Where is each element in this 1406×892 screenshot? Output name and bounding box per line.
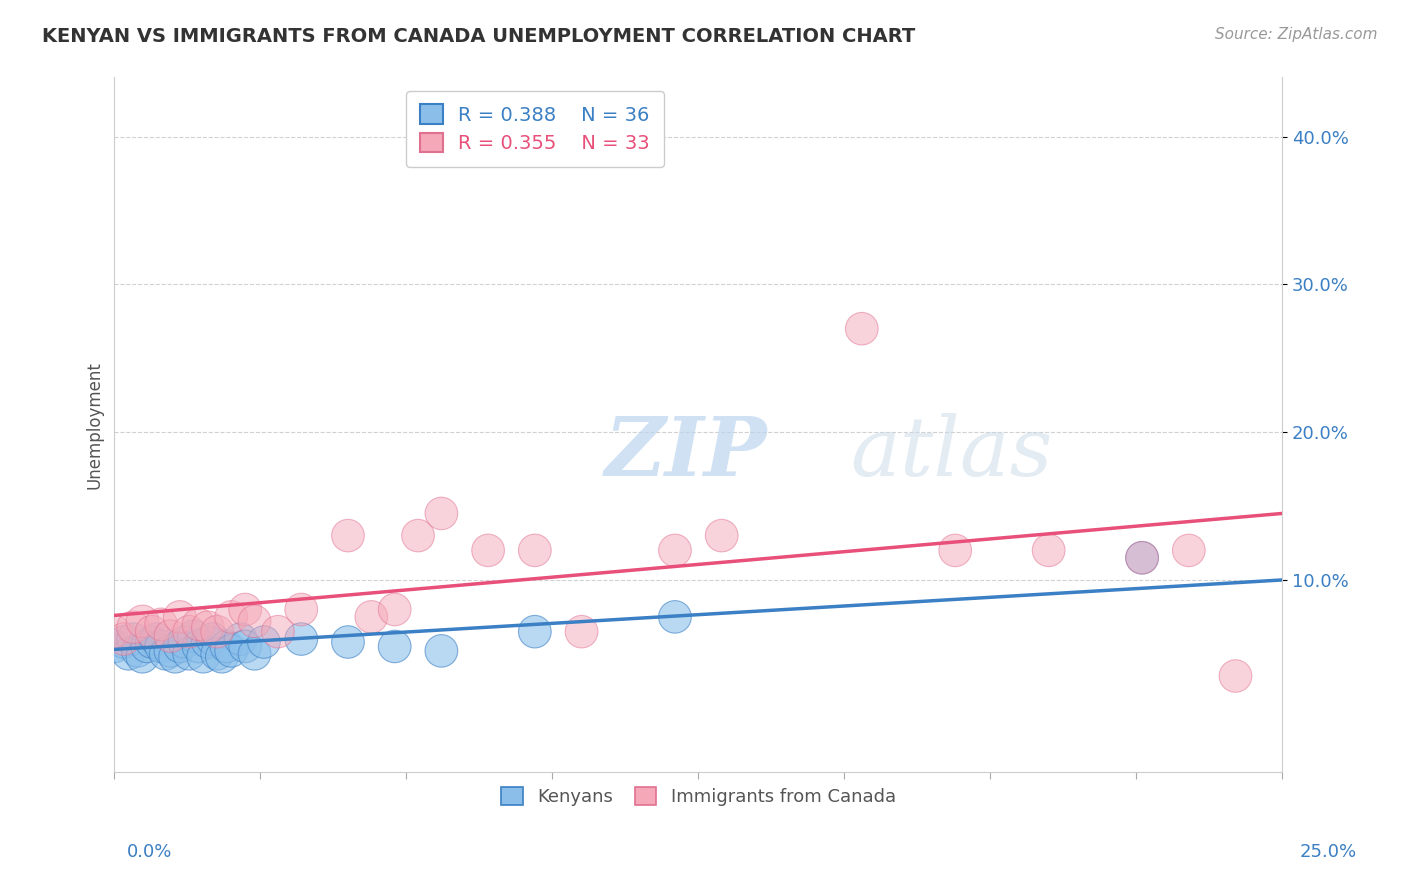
Ellipse shape <box>145 608 177 640</box>
Ellipse shape <box>285 623 318 656</box>
Ellipse shape <box>658 534 692 566</box>
Ellipse shape <box>706 519 738 552</box>
Ellipse shape <box>224 623 257 656</box>
Ellipse shape <box>229 630 262 663</box>
Y-axis label: Unemployment: Unemployment <box>86 361 103 489</box>
Text: 25.0%: 25.0% <box>1299 843 1357 861</box>
Ellipse shape <box>163 600 197 633</box>
Ellipse shape <box>1219 660 1251 692</box>
Ellipse shape <box>127 640 159 673</box>
Ellipse shape <box>173 615 205 648</box>
Text: KENYAN VS IMMIGRANTS FROM CANADA UNEMPLOYMENT CORRELATION CHART: KENYAN VS IMMIGRANTS FROM CANADA UNEMPLO… <box>42 27 915 45</box>
Ellipse shape <box>332 519 364 552</box>
Text: ZIP: ZIP <box>605 412 768 492</box>
Ellipse shape <box>472 534 505 566</box>
Ellipse shape <box>145 630 177 663</box>
Ellipse shape <box>332 626 364 658</box>
Ellipse shape <box>155 634 187 667</box>
Ellipse shape <box>117 623 149 656</box>
Ellipse shape <box>131 630 163 663</box>
Ellipse shape <box>238 638 271 670</box>
Ellipse shape <box>1126 541 1159 574</box>
Ellipse shape <box>112 638 145 670</box>
Ellipse shape <box>149 638 183 670</box>
Ellipse shape <box>173 638 205 670</box>
Ellipse shape <box>262 615 294 648</box>
Ellipse shape <box>565 615 598 648</box>
Ellipse shape <box>155 620 187 652</box>
Ellipse shape <box>141 623 173 656</box>
Ellipse shape <box>519 615 551 648</box>
Ellipse shape <box>205 640 238 673</box>
Ellipse shape <box>247 626 280 658</box>
Ellipse shape <box>159 640 191 673</box>
Ellipse shape <box>98 630 131 663</box>
Ellipse shape <box>378 630 411 663</box>
Ellipse shape <box>658 600 692 633</box>
Ellipse shape <box>177 620 209 652</box>
Ellipse shape <box>425 497 458 530</box>
Ellipse shape <box>191 611 224 643</box>
Ellipse shape <box>354 600 388 633</box>
Ellipse shape <box>121 634 155 667</box>
Legend: Kenyans, Immigrants from Canada: Kenyans, Immigrants from Canada <box>492 778 905 815</box>
Ellipse shape <box>107 626 141 658</box>
Ellipse shape <box>238 605 271 638</box>
Ellipse shape <box>402 519 434 552</box>
Ellipse shape <box>378 593 411 626</box>
Ellipse shape <box>107 623 141 656</box>
Ellipse shape <box>229 593 262 626</box>
Text: 0.0%: 0.0% <box>127 843 172 861</box>
Ellipse shape <box>201 638 233 670</box>
Ellipse shape <box>98 615 131 648</box>
Ellipse shape <box>845 312 879 345</box>
Ellipse shape <box>183 630 215 663</box>
Ellipse shape <box>183 608 215 640</box>
Ellipse shape <box>117 611 149 643</box>
Ellipse shape <box>519 534 551 566</box>
Ellipse shape <box>215 634 247 667</box>
Ellipse shape <box>1173 534 1205 566</box>
Ellipse shape <box>209 630 243 663</box>
Ellipse shape <box>163 630 197 663</box>
Ellipse shape <box>285 593 318 626</box>
Ellipse shape <box>127 605 159 638</box>
Ellipse shape <box>1032 534 1064 566</box>
Ellipse shape <box>191 626 224 658</box>
Ellipse shape <box>939 534 972 566</box>
Ellipse shape <box>215 600 247 633</box>
Ellipse shape <box>201 615 233 648</box>
Ellipse shape <box>425 634 458 667</box>
Ellipse shape <box>197 623 229 656</box>
Text: Source: ZipAtlas.com: Source: ZipAtlas.com <box>1215 27 1378 42</box>
Ellipse shape <box>135 626 169 658</box>
Ellipse shape <box>169 626 201 658</box>
Ellipse shape <box>1126 541 1159 574</box>
Ellipse shape <box>135 615 169 648</box>
Text: atlas: atlas <box>851 412 1053 492</box>
Ellipse shape <box>187 640 219 673</box>
